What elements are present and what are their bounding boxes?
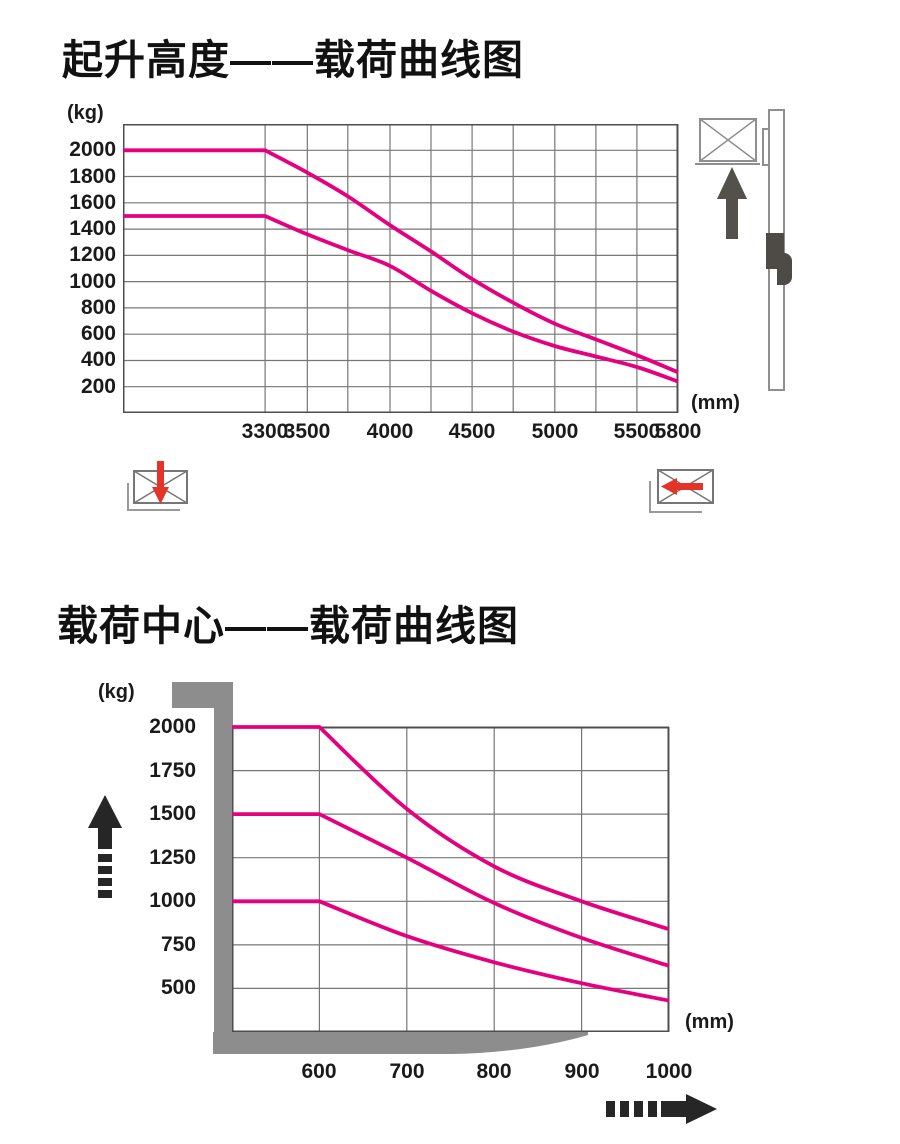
load-shift-icon bbox=[649, 469, 714, 513]
y-tick-label: 2000 bbox=[149, 715, 196, 738]
load-lower-down-icon bbox=[127, 461, 188, 511]
y-tick-label: 1000 bbox=[149, 889, 196, 912]
load-curve-rated-1000-kg bbox=[232, 899, 670, 1003]
y-tick-label: 1800 bbox=[69, 165, 116, 188]
lift-height-y-tick-labels: 2000 1800 1600 1400 1200 1000 800 600 400 200 bbox=[0, 124, 116, 413]
load-center-y-unit-label: (kg) bbox=[98, 681, 135, 703]
load-center-chart-title: 载荷中心——载荷曲线图 bbox=[57, 603, 519, 649]
lift-height-x-unit-label: (mm) bbox=[691, 392, 740, 414]
y-tick-label: 500 bbox=[160, 976, 196, 999]
x-tick-label: 800 bbox=[476, 1060, 512, 1083]
y-tick-label: 750 bbox=[160, 933, 196, 956]
lift-height-x-tick-labels: 3300 3500 4000 4500 5000 5500 5800 bbox=[123, 420, 702, 448]
load-curve-rated-1500-kg bbox=[123, 214, 679, 384]
lift-height-load-chart bbox=[123, 124, 679, 413]
down-arrow-icon bbox=[157, 461, 164, 488]
lift-height-y-unit-label: (kg) bbox=[67, 102, 104, 124]
y-tick-label: 1000 bbox=[69, 270, 116, 293]
y-tick-label: 800 bbox=[80, 296, 116, 319]
chart1-canvas bbox=[123, 124, 679, 413]
load-center-arrow-icon bbox=[606, 1094, 717, 1124]
x-tick-label: 4000 bbox=[366, 420, 414, 443]
mast-lift-icon bbox=[695, 109, 792, 391]
y-tick-label: 600 bbox=[80, 322, 116, 345]
y-tick-label: 200 bbox=[80, 375, 116, 398]
load-curve-rated-1500-kg bbox=[232, 812, 670, 968]
y-tick-label: 400 bbox=[80, 348, 116, 371]
y-tick-label: 1600 bbox=[69, 191, 116, 214]
load-curve-rated-2000-kg bbox=[232, 725, 670, 932]
lift-direction-arrow-icon bbox=[88, 795, 122, 898]
fork-profile bbox=[172, 682, 588, 1054]
chart2-canvas bbox=[232, 725, 670, 1032]
x-tick-label: 5800 bbox=[654, 420, 702, 443]
left-arrow-icon bbox=[661, 478, 677, 495]
y-tick-label: 1400 bbox=[69, 217, 116, 240]
load-center-x-tick-labels: 600 700 800 900 1000 bbox=[232, 1060, 692, 1088]
lift-height-chart-title: 起升高度——载荷曲线图 bbox=[62, 37, 524, 83]
load-center-x-unit-label: (mm) bbox=[685, 1011, 734, 1033]
load-center-y-tick-labels: 2000 1750 1500 1250 1000 750 500 bbox=[0, 715, 196, 1032]
y-tick-label: 1250 bbox=[149, 846, 196, 869]
x-tick-label: 3500 bbox=[283, 420, 331, 443]
load-curve-rated-2000-kg bbox=[123, 148, 679, 375]
y-tick-label: 1200 bbox=[69, 243, 116, 266]
x-tick-label: 600 bbox=[301, 1060, 337, 1083]
y-tick-label: 1500 bbox=[149, 802, 196, 825]
x-tick-label: 700 bbox=[389, 1060, 425, 1083]
y-tick-label: 2000 bbox=[69, 138, 116, 161]
up-arrow-icon bbox=[717, 167, 747, 199]
x-tick-label: 3300 bbox=[241, 420, 289, 443]
x-tick-label: 4500 bbox=[448, 420, 496, 443]
x-tick-label: 5000 bbox=[531, 420, 579, 443]
x-tick-label: 1000 bbox=[645, 1060, 693, 1083]
x-tick-label: 900 bbox=[564, 1060, 600, 1083]
x-tick-label: 5500 bbox=[613, 420, 661, 443]
y-tick-label: 1750 bbox=[149, 759, 196, 782]
load-center-load-chart bbox=[232, 725, 670, 1032]
